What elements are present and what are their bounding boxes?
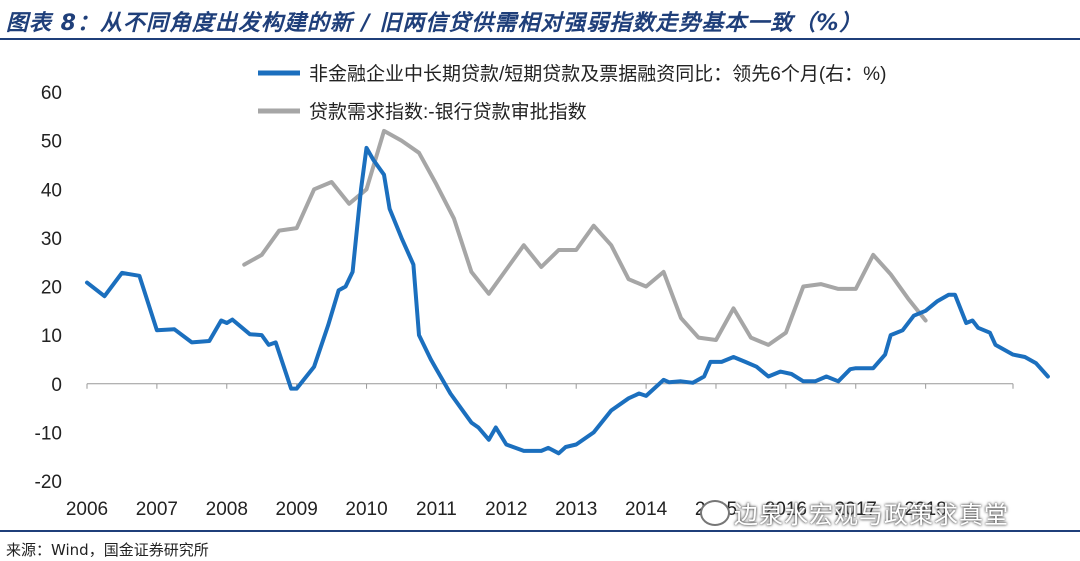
y-tick-label: 10 (41, 326, 62, 347)
y-tick-label: 20 (41, 278, 62, 299)
series-line-loan-ratio (85, 145, 1050, 456)
y-tick-label: 30 (41, 229, 62, 250)
title-bar: 图表 8：从不同角度出发构建的新 / 旧两信贷供需相对强弱指数走势基本一致（%） (0, 0, 1080, 40)
x-tick-label: 2010 (345, 499, 387, 520)
y-tick-label: 0 (51, 375, 62, 396)
x-tick-label: 2011 (416, 499, 457, 520)
y-tick-label: -20 (35, 472, 62, 493)
x-axis: 2006200720082009201020112012201320142015… (66, 383, 1014, 520)
source-note: 来源：Wind，国金证券研究所 (6, 541, 209, 559)
x-tick-label: 2009 (276, 499, 318, 520)
x-tick-label: 2014 (625, 499, 668, 520)
x-tick-label: 2006 (66, 499, 108, 520)
y-tick-label: 40 (41, 180, 62, 201)
x-tick-label: 2012 (485, 499, 527, 520)
source-bar: 来源：Wind，国金证券研究所 (0, 530, 1080, 561)
plot-lines (85, 128, 1050, 456)
wechat-icon (700, 500, 730, 526)
legend-label: 贷款需求指数:-银行贷款审批指数 (309, 101, 587, 123)
y-tick-label: 50 (41, 132, 62, 153)
y-tick-label: 60 (41, 83, 62, 104)
y-axis: 60 50 40 30 20 10 0 -10 -20 (35, 83, 62, 493)
x-tick-label: 2013 (555, 499, 597, 520)
watermark: 边泉水宏观与政策求真堂 (700, 495, 1009, 530)
x-tick-label: 2008 (206, 499, 248, 520)
x-tick-label: 2017 (835, 499, 877, 520)
series-line-approval (242, 128, 928, 347)
legend: 非金融企业中长期贷款/短期贷款及票据融资同比：领先6个月(右：%) 贷款需求指数:… (258, 63, 886, 123)
y-tick-label: -10 (35, 423, 62, 444)
x-tick-label: 2007 (136, 499, 178, 520)
chart-figure-title: 图表 8：从不同角度出发构建的新 / 旧两信贷供需相对强弱指数走势基本一致（%） (6, 11, 863, 36)
watermark-text: 边泉水宏观与政策求真堂 (734, 501, 1009, 529)
x-tick-label: 2016 (765, 499, 807, 520)
x-tick-label: 2018 (905, 499, 947, 520)
legend-label: 非金融企业中长期贷款/短期贷款及票据融资同比：领先6个月(右：%) (309, 63, 886, 85)
